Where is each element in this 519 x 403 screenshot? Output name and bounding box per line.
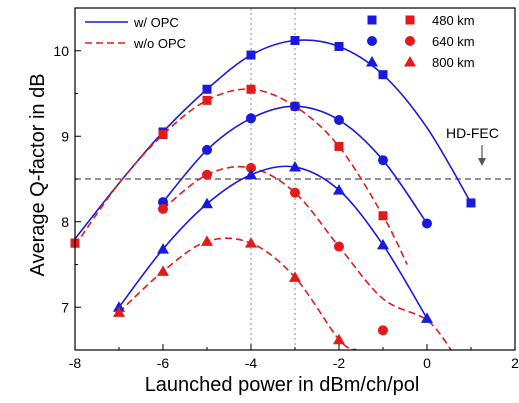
- data-point: [157, 265, 169, 276]
- fit-curve: [74, 39, 472, 240]
- data-point: [202, 84, 212, 94]
- data-point: [333, 333, 345, 345]
- fit-curve: [118, 237, 358, 350]
- fit-curve: [162, 165, 452, 350]
- x-tick-label: -6: [157, 355, 170, 371]
- x-tick-label: -8: [69, 355, 82, 371]
- data-point: [378, 325, 388, 336]
- data-point: [202, 144, 212, 155]
- data-point: [289, 271, 301, 282]
- legend-marker-no-opc: [404, 56, 416, 67]
- data-point: [422, 218, 432, 229]
- data-point: [466, 198, 476, 208]
- fit-curve: [118, 165, 428, 319]
- axes: -8 -6 -4 -2 0 2 7 8 9 10: [53, 7, 519, 371]
- legend-line-label: w/o OPC: [133, 36, 186, 51]
- data-point: [377, 238, 389, 250]
- legend-marker-label: 640 km: [432, 34, 475, 49]
- data-point: [158, 203, 168, 214]
- data-point: [334, 142, 344, 152]
- data-point: [421, 312, 433, 323]
- x-tick-label: 0: [423, 355, 431, 371]
- y-tick-label: 10: [53, 43, 69, 59]
- data-point: [334, 115, 344, 126]
- legend-marker-opc: [366, 56, 378, 67]
- hd-fec-arrowhead-icon: [478, 158, 486, 166]
- legend-marker-label: 480 km: [432, 13, 475, 28]
- data-point: [246, 50, 256, 60]
- data-point: [378, 70, 388, 80]
- legend-marker-label: 800 km: [432, 55, 475, 70]
- legend-marker-no-opc: [405, 15, 415, 25]
- y-axis-label: Average Q-factor in dB: [27, 73, 49, 276]
- legend-marker-opc: [367, 15, 377, 25]
- data-point: [158, 130, 168, 140]
- data-point: [245, 237, 257, 248]
- y-tick-label: 7: [61, 299, 69, 315]
- data-point: [246, 162, 256, 173]
- legend: w/ OPC w/o OPC 480 km 640 km 800 km: [85, 13, 475, 70]
- data-point: [290, 101, 300, 112]
- x-tick-label: -2: [333, 355, 346, 371]
- hd-fec-label: HD-FEC: [446, 125, 499, 141]
- data-point: [378, 155, 388, 166]
- data-point: [246, 84, 256, 94]
- data-point: [201, 197, 213, 209]
- x-axis-label: Launched power in dBm/ch/pol: [145, 374, 420, 396]
- data-point: [333, 184, 345, 195]
- x-tick-label: 2: [511, 355, 519, 371]
- data-point: [290, 35, 300, 45]
- data-point: [289, 161, 301, 172]
- x-tick-label: -4: [245, 355, 258, 371]
- data-point: [157, 243, 169, 254]
- data-point: [202, 169, 212, 180]
- legend-marker-opc: [367, 36, 377, 46]
- fit-curves: [74, 39, 472, 350]
- data-point: [202, 95, 212, 105]
- data-point: [113, 306, 125, 317]
- data-point: [246, 113, 256, 124]
- data-point: [334, 41, 344, 51]
- legend-marker-no-opc: [405, 36, 415, 46]
- data-markers: [70, 35, 476, 345]
- y-tick-label: 8: [61, 214, 69, 230]
- legend-line-label: w/ OPC: [133, 15, 179, 30]
- data-point: [334, 241, 344, 252]
- data-point: [158, 197, 168, 208]
- data-point: [245, 168, 257, 180]
- data-point: [201, 235, 213, 246]
- data-point: [290, 187, 300, 198]
- y-tick-label: 9: [61, 128, 69, 144]
- data-point: [378, 211, 388, 221]
